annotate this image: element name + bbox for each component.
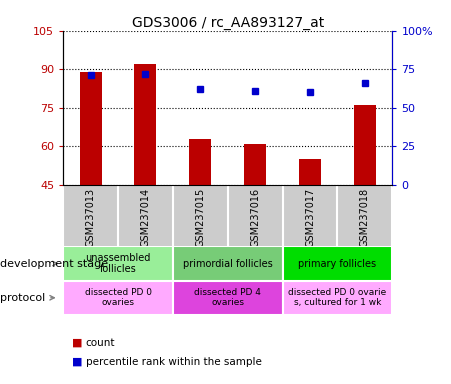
Text: GSM237016: GSM237016 <box>250 188 260 247</box>
Bar <box>299 159 321 185</box>
Bar <box>134 64 156 185</box>
Text: GSM237013: GSM237013 <box>86 188 96 247</box>
Text: unassembled
follicles: unassembled follicles <box>85 253 151 274</box>
Text: protocol: protocol <box>0 293 54 303</box>
Bar <box>63 247 173 281</box>
Text: percentile rank within the sample: percentile rank within the sample <box>86 357 262 367</box>
Bar <box>283 281 392 315</box>
Text: dissected PD 0
ovaries: dissected PD 0 ovaries <box>84 288 152 308</box>
Text: GSM237014: GSM237014 <box>140 188 151 247</box>
Text: dissected PD 4
ovaries: dissected PD 4 ovaries <box>194 288 261 308</box>
Bar <box>189 139 211 185</box>
Bar <box>283 247 392 281</box>
Bar <box>63 281 173 315</box>
Bar <box>354 105 376 185</box>
Bar <box>173 281 283 315</box>
Text: primordial follicles: primordial follicles <box>183 258 273 268</box>
Text: GSM237018: GSM237018 <box>360 188 370 247</box>
Text: development stage: development stage <box>0 258 108 268</box>
Text: GSM237015: GSM237015 <box>195 188 205 247</box>
Title: GDS3006 / rc_AA893127_at: GDS3006 / rc_AA893127_at <box>132 16 324 30</box>
Text: dissected PD 0 ovarie
s, cultured for 1 wk: dissected PD 0 ovarie s, cultured for 1 … <box>288 288 387 308</box>
Text: ■: ■ <box>72 338 83 348</box>
Bar <box>244 144 266 185</box>
Text: ■: ■ <box>72 357 83 367</box>
Bar <box>80 72 101 185</box>
Text: primary follicles: primary follicles <box>299 258 377 268</box>
Bar <box>173 247 283 281</box>
Text: GSM237017: GSM237017 <box>305 188 315 247</box>
Text: count: count <box>86 338 115 348</box>
